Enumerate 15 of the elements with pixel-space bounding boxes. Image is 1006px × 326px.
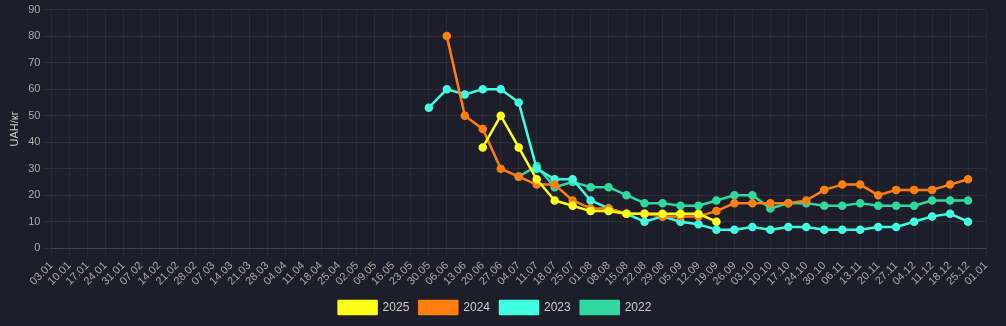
legend-label: 2025 xyxy=(382,299,410,314)
y-tick-label: 80 xyxy=(28,29,41,42)
y-tick-label: 50 xyxy=(28,108,41,121)
y-tick-label: 10 xyxy=(28,214,41,227)
legend-label: 2022 xyxy=(624,299,652,314)
y-tick-label: 90 xyxy=(28,2,41,15)
y-tick-label: 40 xyxy=(28,135,41,148)
legend-label: 2024 xyxy=(463,299,491,314)
legend-label: 2023 xyxy=(544,299,572,314)
y-tick-label: 0 xyxy=(34,241,41,254)
y-tick-label: 20 xyxy=(28,188,41,201)
y-tick-label: 70 xyxy=(28,55,41,68)
y-tick-label: 60 xyxy=(28,82,41,95)
y-tick-label: 30 xyxy=(28,161,41,174)
y-axis-title: UAH/кг xyxy=(7,111,20,147)
